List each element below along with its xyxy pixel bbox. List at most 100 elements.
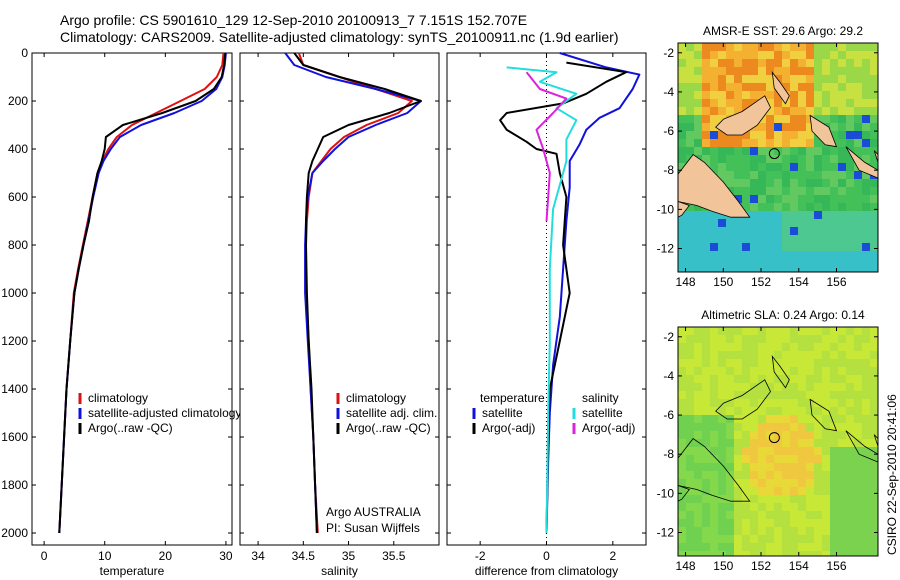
sla-map-cell <box>742 343 750 351</box>
sla-map-cell <box>718 359 726 367</box>
sla-map-cell <box>814 415 822 423</box>
sla-map-cell <box>750 335 758 343</box>
sst-map-xtick-label: 148 <box>676 275 696 289</box>
sst-map-cell <box>862 219 870 227</box>
sst-map-cell <box>750 83 758 91</box>
sla-map-cell <box>814 471 822 479</box>
sla-map-cell <box>806 351 814 359</box>
sla-map-xtick-label: 150 <box>713 559 733 573</box>
sst-map-cell <box>758 211 766 219</box>
sst-map-cell <box>734 171 742 179</box>
sst-map-cell <box>822 83 830 91</box>
sst-map-cell <box>774 67 782 75</box>
sla-map-cell <box>854 447 862 455</box>
sst-map-cell <box>750 211 758 219</box>
sst-map-cell <box>870 43 878 51</box>
sla-map-coastline <box>715 379 771 420</box>
sla-map-cell <box>726 551 734 556</box>
sst-map-cell <box>758 43 766 51</box>
sst-map-cell <box>870 155 878 163</box>
sst-map-cell <box>702 123 710 131</box>
sla-map-cell <box>862 399 870 407</box>
sla-map-cell <box>806 399 814 407</box>
sla-map-cell <box>862 335 870 343</box>
sla-map-cell <box>766 383 774 391</box>
sst-map-cell <box>814 155 822 163</box>
sst-map-cell <box>766 163 774 171</box>
sst-map-cell <box>862 211 870 219</box>
sst-map-cell <box>734 51 742 59</box>
sst-map-cell <box>710 83 718 91</box>
sla-map-cell <box>726 367 734 375</box>
sst-map-cell <box>822 179 830 187</box>
sla-map-cell <box>718 343 726 351</box>
sst-map-cell <box>870 251 878 259</box>
legend-title: temperature <box>480 391 545 405</box>
sla-map-cell <box>694 463 702 471</box>
sst-map-cell <box>742 219 750 227</box>
sla-map-cell <box>750 535 758 543</box>
sla-map-cell <box>734 463 742 471</box>
sst-map-cell <box>718 107 726 115</box>
sla-map-cell <box>846 479 854 487</box>
sst-map-cell <box>758 171 766 179</box>
sst-map-cell <box>822 67 830 75</box>
sla-map-cell <box>742 439 750 447</box>
sst-map-cell <box>686 75 694 83</box>
sst-map-cell <box>726 155 734 163</box>
sst-map-cell <box>798 203 806 211</box>
sst-map-cell <box>750 203 758 211</box>
sst-map-cell <box>790 83 798 91</box>
sst-map-cell <box>686 91 694 99</box>
sst-map-cell <box>726 83 734 91</box>
sst-map-cell <box>806 259 814 267</box>
sla-map-cell <box>678 535 686 543</box>
sst-map-cell <box>758 163 766 171</box>
sla-map-cell <box>870 495 878 503</box>
sst-map-cell <box>774 187 782 195</box>
sst-map-cell <box>726 267 734 272</box>
sst-map-cell <box>782 267 790 272</box>
legend-label: satellite <box>582 406 623 420</box>
sla-map-cell <box>854 359 862 367</box>
sst-map-cell <box>830 179 838 187</box>
sla-map-cell <box>694 479 702 487</box>
sst-map-cell <box>766 115 774 123</box>
sla-map-cell <box>838 383 846 391</box>
sla-map-cell <box>774 455 782 463</box>
sst-map-cell <box>718 227 726 235</box>
sst-map-cell <box>726 259 734 267</box>
sst-map-cell <box>790 219 798 227</box>
sla-map-cell <box>678 487 686 495</box>
sla-map-cell <box>854 439 862 447</box>
sst-map-cell <box>790 115 798 123</box>
sla-map-cell <box>726 431 734 439</box>
sla-map-cell <box>710 479 718 487</box>
sla-map-cell <box>862 391 870 399</box>
sla-map-cell <box>766 359 774 367</box>
sst-map-cell <box>766 171 774 179</box>
sst-map-cell <box>814 91 822 99</box>
sla-map-cell <box>870 471 878 479</box>
sst-map-cell <box>862 67 870 75</box>
sla-map-cell <box>750 423 758 431</box>
sla-map-cell <box>798 551 806 556</box>
sst-map-cell <box>758 227 766 235</box>
sla-map-cell <box>838 543 846 551</box>
sst-map-cell <box>678 259 686 267</box>
sla-map-cell <box>782 399 790 407</box>
sla-map-cell <box>870 375 878 383</box>
sla-map-cell <box>830 383 838 391</box>
sst-map-cell <box>814 115 822 123</box>
sla-map-cell <box>694 375 702 383</box>
sla-map-cell <box>726 527 734 535</box>
sla-map-cell <box>830 327 838 335</box>
sst-map-cell <box>830 243 838 251</box>
sst-map-cell <box>846 75 854 83</box>
sla-map-cell <box>702 335 710 343</box>
sla-map-cell <box>790 391 798 399</box>
sst-map-cell <box>686 267 694 272</box>
sst-map-cell <box>734 67 742 75</box>
sst-map-cell <box>862 131 870 139</box>
sla-map-coastline <box>678 485 690 502</box>
